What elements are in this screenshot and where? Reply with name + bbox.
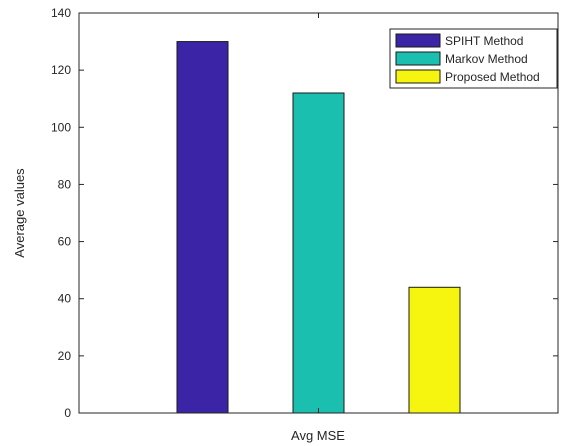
legend-swatch <box>395 51 441 66</box>
plot-frame <box>78 12 559 414</box>
y-tick-label: 100 <box>51 120 71 134</box>
x-axis-label: Avg MSE <box>291 428 345 443</box>
y-tick-label: 140 <box>51 6 71 20</box>
legend: SPIHT Method Markov Method Proposed Method <box>389 28 558 89</box>
y-tick-label: 0 <box>64 406 71 420</box>
legend-label: Proposed Method <box>445 70 540 84</box>
y-axis-label: Average values <box>12 168 27 258</box>
y-tick-label: 80 <box>58 177 72 191</box>
legend-label: Markov Method <box>445 52 528 66</box>
y-tick-label: 40 <box>58 292 72 306</box>
legend-label: SPIHT Method <box>445 34 523 48</box>
y-axis-ticks: 0 20 40 60 80 100 120 140 <box>51 6 558 420</box>
bars-group <box>176 13 461 414</box>
legend-swatch <box>395 33 441 48</box>
bar-spiht-method <box>176 41 229 414</box>
bar-proposed-method <box>408 286 461 414</box>
legend-swatch <box>395 69 441 84</box>
bar-markov-method <box>292 92 345 414</box>
y-tick-label: 60 <box>58 235 72 249</box>
y-tick-label: 20 <box>58 349 72 363</box>
y-tick-label: 120 <box>51 63 71 77</box>
